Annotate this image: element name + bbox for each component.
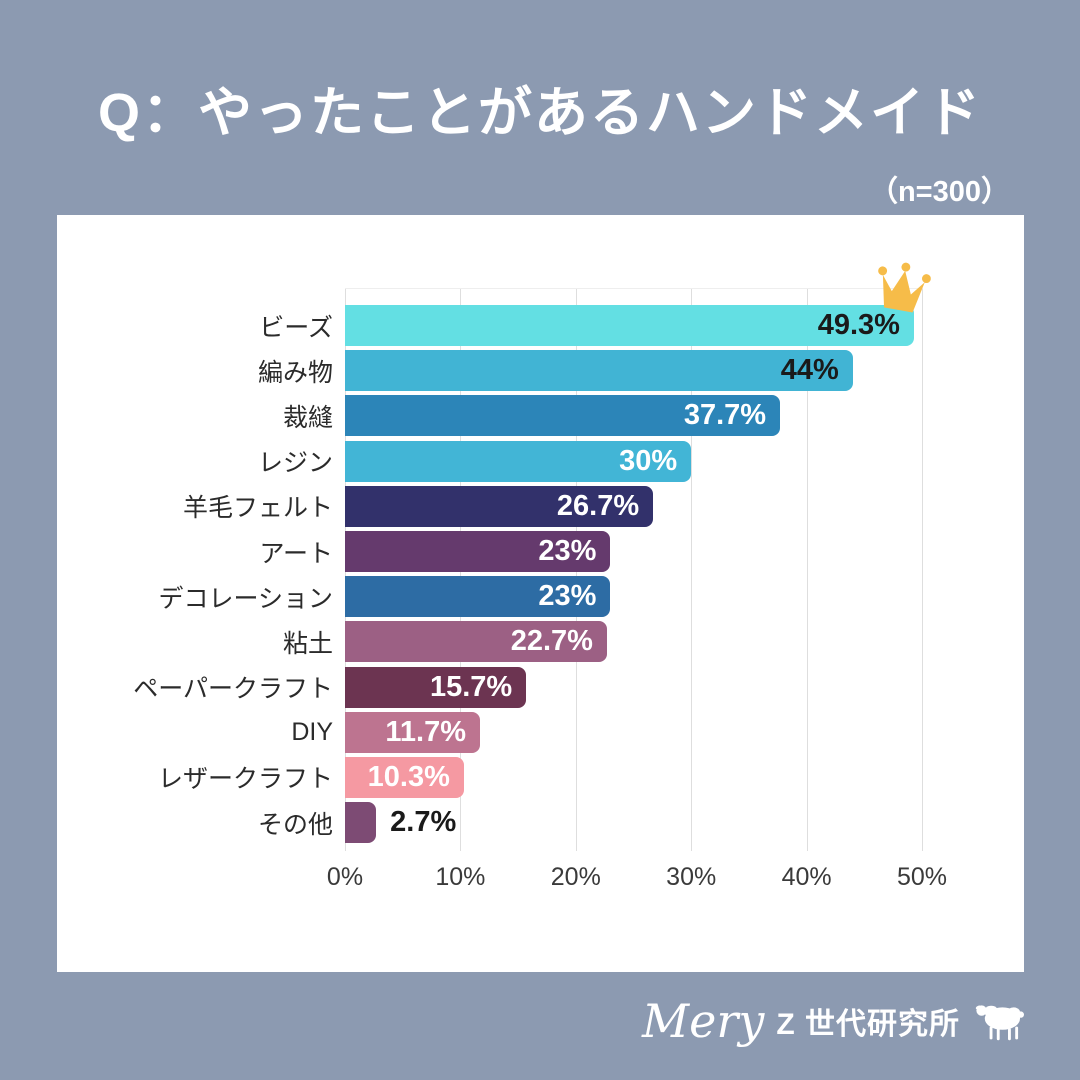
bar: 23% <box>345 531 611 573</box>
brand-footer: Mery Z 世代研究所 <box>642 998 1028 1044</box>
bar-track: 23% <box>345 576 1024 618</box>
bar-track: 37.7% <box>345 395 1024 437</box>
bar-track: 11.7% <box>345 711 1024 753</box>
bar: 23% <box>345 576 611 618</box>
gridline <box>922 289 923 851</box>
value-label: 30% <box>619 444 678 477</box>
value-label: 37.7% <box>683 399 767 432</box>
crown-icon <box>878 262 931 313</box>
bar: 11.7% <box>345 711 481 753</box>
x-axis: 0% 10% 20% 30% 40% 50% <box>327 863 985 903</box>
value-label: 2.7% <box>390 806 457 839</box>
bar-chart: ビーズ 49.3% 編み物 44% 裁縫 37.7% レジン 30% 羊毛フェルト 26.7% アー… <box>57 215 1024 972</box>
category-label: ペーパークラフト <box>133 675 333 704</box>
chart-row: ビーズ 49.3% <box>57 303 1024 348</box>
bar: 30% <box>345 440 692 482</box>
value-label: 11.7% <box>385 715 467 748</box>
category-label: 裁縫 <box>282 403 333 432</box>
brand-logo-mery: Mery <box>642 994 765 1048</box>
bar: 44% <box>345 350 853 392</box>
value-label: 44% <box>780 354 839 387</box>
chart-row: レジン 30% <box>57 439 1024 484</box>
chart-row: アート 23% <box>57 529 1024 574</box>
gridline <box>806 289 808 851</box>
bar: 37.7% <box>345 395 781 437</box>
bar-track: 44% <box>345 350 1024 392</box>
bar: 49.3% <box>345 305 914 347</box>
chart-row: 粘土 22.7% <box>57 619 1024 664</box>
category-label: レザークラフト <box>157 765 333 794</box>
chart-row: ペーパークラフト 15.7% <box>57 665 1024 710</box>
bar-track: 26.7% <box>345 485 1024 527</box>
x-axis-tick: 20% <box>550 863 601 891</box>
value-label: 22.7% <box>510 625 593 658</box>
value-label: 23% <box>538 535 597 568</box>
bar-track: 10.3% <box>345 756 1024 798</box>
chart-row: デコレーション 23% <box>57 574 1024 619</box>
x-axis-tick: 40% <box>781 863 832 891</box>
bar: 10.3% <box>345 756 464 798</box>
category-label: 羊毛フェルト <box>182 494 333 523</box>
bar-track: 49.3% <box>345 305 1024 347</box>
chart-row: 裁縫 37.7% <box>57 393 1024 438</box>
x-axis-tick: 30% <box>666 863 717 891</box>
chart-row: DIY 11.7% <box>57 710 1024 755</box>
bar-track: 15.7% <box>345 666 1024 708</box>
sheep-icon <box>975 1005 1024 1041</box>
bar <box>345 802 377 844</box>
chart-card: ビーズ 49.3% 編み物 44% 裁縫 37.7% レジン 30% 羊毛フェルト 26.7% アー… <box>57 215 1024 972</box>
bar-track: 2.7% <box>345 802 1024 844</box>
sample-size-note: （n=300） <box>868 176 1010 208</box>
category-label: ビーズ <box>259 313 333 342</box>
category-label: DIY <box>291 717 333 746</box>
chart-row: 羊毛フェルト 26.7% <box>57 484 1024 529</box>
category-label: その他 <box>257 810 333 839</box>
bar-track: 22.7% <box>345 621 1024 663</box>
bar: 15.7% <box>345 666 527 708</box>
category-label: 編み物 <box>257 358 333 387</box>
value-label: 26.7% <box>556 489 640 522</box>
value-label: 49.3% <box>817 309 900 342</box>
bar: 26.7% <box>345 485 654 527</box>
value-label: 23% <box>538 580 597 613</box>
page-title: Q：やったことがあるハンドメイド <box>97 83 982 143</box>
x-axis-tick: 10% <box>435 863 486 891</box>
bar: 22.7% <box>345 621 607 663</box>
value-label: 10.3% <box>367 760 450 793</box>
bar-track: 30% <box>345 440 1024 482</box>
gridline <box>691 289 693 851</box>
chart-rows: ビーズ 49.3% 編み物 44% 裁縫 37.7% レジン 30% 羊毛フェルト 26.7% アー… <box>57 303 1024 845</box>
value-label: 15.7% <box>429 670 513 703</box>
x-axis-tick: 50% <box>896 863 948 891</box>
bar-track: 23% <box>345 531 1024 573</box>
chart-row: レザークラフト 10.3% <box>57 755 1024 800</box>
chart-row: 編み物 44% <box>57 348 1024 393</box>
category-label: レジン <box>257 449 333 478</box>
category-label: 粘土 <box>282 629 333 658</box>
brand-logo-text: Z 世代研究所 <box>776 1008 960 1041</box>
x-axis-tick: 0% <box>326 863 364 891</box>
category-label: デコレーション <box>158 584 333 613</box>
category-label: アート <box>259 539 333 568</box>
chart-row: その他 2.7% <box>57 800 1024 845</box>
